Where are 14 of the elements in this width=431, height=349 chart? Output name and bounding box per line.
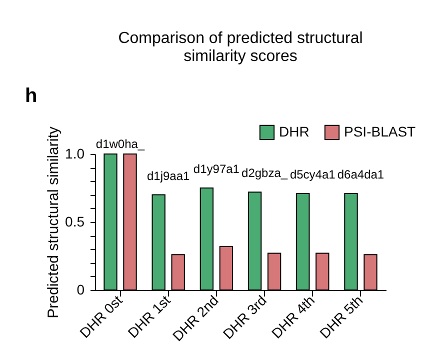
annotation: d1y97a1 (193, 162, 240, 176)
annotation: d2gbza_ (242, 166, 288, 180)
legend-label: PSI-BLAST (344, 123, 416, 140)
legend-label: DHR (279, 123, 310, 140)
chart-title: Comparison of predicted structural similarity scores (118, 30, 363, 65)
annotation: d1j9aa1 (146, 168, 190, 183)
y-axis-title: Predicted structural similarity (45, 126, 62, 318)
annotation: d5cy4a1 (290, 167, 336, 182)
y-tick-label: 0 (76, 282, 85, 298)
y-tick-label: 0.5 (65, 214, 85, 230)
y-tick-label: 1.0 (65, 146, 85, 162)
text: h (25, 85, 38, 107)
annotation: d1w0ha_ (96, 137, 145, 151)
annotation: d6a4da1 (337, 167, 384, 182)
